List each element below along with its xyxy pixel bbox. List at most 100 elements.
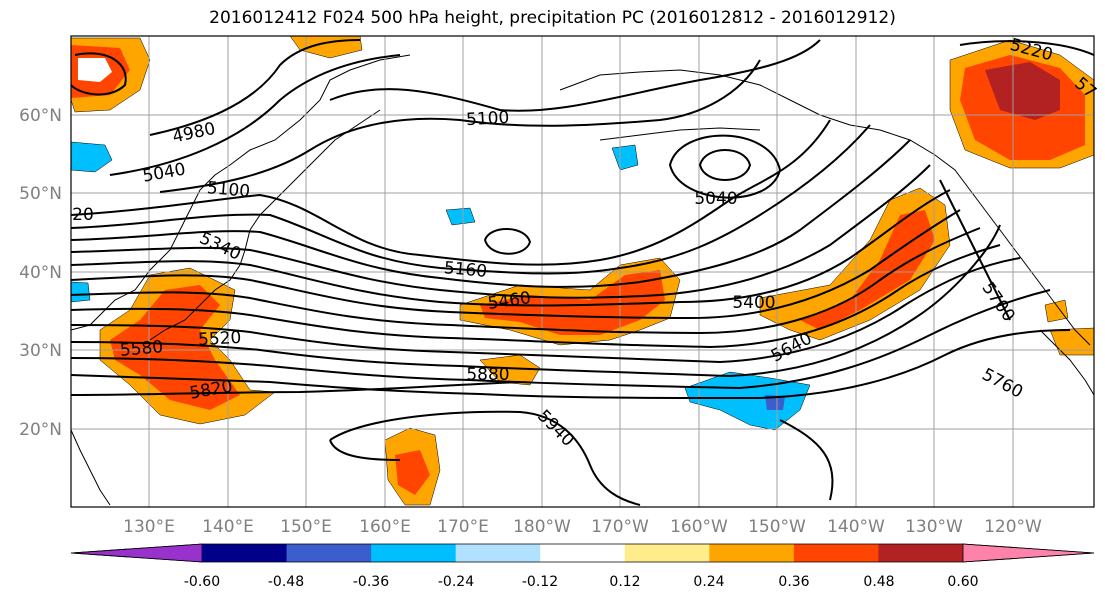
lon-label: 170°W bbox=[591, 517, 649, 537]
contour-label: 5880 bbox=[466, 365, 509, 385]
contour-5580 bbox=[70, 244, 1001, 349]
lon-label: 130°W bbox=[905, 517, 963, 537]
lat-lon-grid bbox=[71, 36, 1094, 507]
contour-5460 bbox=[70, 209, 961, 320]
precip-areas bbox=[70, 35, 1095, 506]
precip-area-subtropics-core bbox=[395, 450, 430, 495]
height-contours bbox=[70, 39, 1095, 506]
contour-ne-5700 bbox=[939, 179, 1011, 321]
colorbar-tick-label: 0.48 bbox=[863, 574, 894, 590]
contour-label: 5580 bbox=[119, 337, 164, 361]
contour-5040-w bbox=[109, 54, 401, 176]
coastline-asia bbox=[70, 54, 411, 331]
colorbar-outline bbox=[70, 543, 1095, 563]
contour-5700 bbox=[70, 224, 1001, 378]
colorbar-tick-label: 0.60 bbox=[947, 574, 978, 590]
neg-precip-area-left-edge bbox=[70, 281, 91, 303]
colorbar-swatch bbox=[286, 544, 372, 562]
lon-axis-labels: 130°E 140°E 150°E 160°E 170°E 180°W 170°… bbox=[123, 517, 1042, 537]
contour-label: 20 bbox=[72, 205, 94, 225]
precip-area-ne-corner-max bbox=[985, 62, 1060, 120]
lon-label: 140°E bbox=[202, 517, 254, 537]
lat-label: 60°N bbox=[19, 106, 62, 126]
contour-label: 5520 bbox=[198, 328, 242, 350]
colorbar-swatch bbox=[878, 544, 964, 562]
contour-5940 bbox=[329, 410, 641, 506]
colorbar-tick-label: -0.48 bbox=[268, 574, 304, 590]
lon-label: 160°E bbox=[359, 517, 411, 537]
lon-label: 120°W bbox=[984, 517, 1042, 537]
precip-area-central-core bbox=[480, 270, 665, 335]
precip-area-nw-corner-center bbox=[78, 58, 112, 82]
colorbar-extend-high bbox=[962, 543, 1095, 563]
lon-label: 140°W bbox=[827, 517, 885, 537]
contour-5220 bbox=[70, 124, 871, 275]
coastline-na-west bbox=[984, 209, 1091, 346]
contour-5520 bbox=[70, 227, 981, 335]
lat-label: 30°N bbox=[19, 341, 62, 361]
precip-area-hawaii-north bbox=[479, 354, 541, 386]
lon-label: 180°W bbox=[513, 517, 571, 537]
coastline-baja bbox=[1039, 329, 1095, 396]
neg-precip-area-aleutian-1 bbox=[611, 144, 639, 171]
contour-label: 5040 bbox=[694, 189, 737, 209]
coastline-kamchatka bbox=[249, 109, 381, 231]
coastline-philippines bbox=[70, 429, 111, 506]
contour-4980 bbox=[149, 39, 361, 136]
contour-5640 bbox=[70, 257, 1021, 364]
colorbar-ticks: -0.60 -0.48 -0.36 -0.24 -0.12 0.12 0.24 … bbox=[184, 574, 979, 590]
lon-label: 170°E bbox=[437, 517, 489, 537]
colorbar-tick-label: -0.12 bbox=[522, 574, 558, 590]
colorbar-swatch bbox=[202, 544, 288, 562]
colorbar-swatch bbox=[624, 544, 710, 562]
colorbar-swatch bbox=[540, 544, 626, 562]
lat-axis-labels: 60°N 50°N 40°N 30°N 20°N bbox=[19, 106, 62, 440]
lon-label: 130°E bbox=[123, 517, 175, 537]
contour-ridge-east bbox=[779, 419, 834, 501]
contour-5760 bbox=[70, 289, 1051, 390]
coastline-aleutians bbox=[599, 127, 761, 141]
lon-label: 150°W bbox=[748, 517, 806, 537]
contour-5820 bbox=[70, 329, 1071, 400]
colorbar-extend-low bbox=[70, 543, 203, 563]
precip-area-nw-orange-small bbox=[1044, 299, 1069, 323]
colorbar-tick-label: 0.24 bbox=[693, 574, 724, 590]
contour-label: 5160 bbox=[443, 258, 488, 282]
lat-label: 20°N bbox=[19, 420, 62, 440]
contour-5880 bbox=[70, 381, 521, 396]
contour-5280 bbox=[70, 139, 911, 288]
map-frame bbox=[70, 35, 1095, 508]
colorbar-tick-label: 0.36 bbox=[778, 574, 809, 590]
colorbar-swatch bbox=[455, 544, 541, 562]
contour-label: 5100 bbox=[206, 178, 251, 202]
contour-5400 bbox=[70, 189, 951, 307]
lon-label: 160°W bbox=[670, 517, 728, 537]
contour-5940-b bbox=[329, 439, 401, 461]
contour-nw-ring bbox=[70, 52, 127, 96]
contour-5100-w bbox=[159, 59, 761, 193]
colorbar bbox=[70, 543, 1095, 563]
contour-5340 bbox=[70, 164, 931, 299]
precip-area-east-band-core bbox=[800, 210, 935, 330]
map-title: 2016012412 F024 500 hPa height, precipit… bbox=[209, 8, 896, 28]
contour-5040-low bbox=[698, 149, 752, 181]
lat-label: 50°N bbox=[19, 184, 62, 204]
contour-label: 5100 bbox=[466, 108, 510, 130]
colorbar-swatch bbox=[793, 544, 879, 562]
contour-5100-n bbox=[329, 39, 821, 112]
colorbar-tick-label: 0.12 bbox=[609, 574, 640, 590]
contour-ne-top bbox=[959, 40, 1095, 56]
colorbar-tick-label: -0.60 bbox=[184, 574, 220, 590]
contour-label: 5400 bbox=[732, 293, 775, 313]
precip-area-japan-core bbox=[110, 285, 240, 410]
lon-label: 150°E bbox=[280, 517, 332, 537]
coastlines bbox=[70, 54, 1095, 506]
lat-label: 40°N bbox=[19, 263, 62, 283]
colorbar-tick-label: -0.36 bbox=[353, 574, 389, 590]
colorbar-tick-label: -0.24 bbox=[438, 574, 474, 590]
neg-precip-area-aleutian-2 bbox=[445, 207, 476, 226]
contour-5160 bbox=[70, 119, 831, 266]
contour-5160-ring bbox=[483, 228, 532, 255]
neg-precip-area-hawaii-core bbox=[765, 395, 785, 410]
